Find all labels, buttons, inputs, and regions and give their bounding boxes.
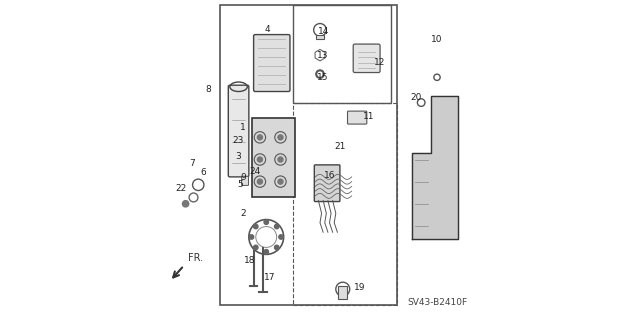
Text: 23: 23 — [232, 136, 243, 145]
FancyBboxPatch shape — [353, 44, 380, 72]
Text: 21: 21 — [334, 142, 346, 151]
Text: 24: 24 — [250, 167, 260, 176]
Text: 14: 14 — [317, 27, 329, 36]
Text: 9: 9 — [241, 173, 246, 182]
Circle shape — [253, 245, 258, 250]
Text: 22: 22 — [175, 184, 186, 193]
Circle shape — [275, 224, 279, 229]
Circle shape — [279, 235, 284, 239]
FancyBboxPatch shape — [241, 176, 248, 185]
Text: 8: 8 — [206, 85, 212, 94]
FancyBboxPatch shape — [228, 85, 249, 177]
Text: 13: 13 — [317, 51, 329, 60]
FancyBboxPatch shape — [348, 111, 367, 124]
Circle shape — [278, 135, 283, 140]
Text: 4: 4 — [265, 25, 271, 34]
Circle shape — [278, 179, 283, 184]
Text: 20: 20 — [411, 93, 422, 102]
Circle shape — [182, 201, 189, 207]
Text: 6: 6 — [200, 168, 206, 177]
Text: 19: 19 — [354, 283, 365, 292]
Circle shape — [264, 249, 268, 254]
Circle shape — [249, 235, 253, 239]
Text: SV43-B2410F: SV43-B2410F — [407, 298, 467, 307]
Text: FR.: FR. — [188, 253, 203, 263]
Text: 15: 15 — [317, 73, 329, 82]
Circle shape — [253, 224, 258, 229]
Text: 2: 2 — [241, 209, 246, 218]
FancyBboxPatch shape — [252, 118, 294, 197]
Text: 1: 1 — [239, 123, 245, 132]
Circle shape — [257, 135, 262, 140]
Circle shape — [264, 220, 268, 224]
Polygon shape — [412, 96, 458, 239]
Text: 12: 12 — [374, 58, 386, 67]
FancyBboxPatch shape — [253, 34, 290, 92]
Circle shape — [275, 245, 279, 250]
Text: 7: 7 — [189, 159, 195, 168]
Text: 17: 17 — [264, 273, 275, 282]
Circle shape — [278, 157, 283, 162]
Text: 5: 5 — [237, 180, 243, 189]
Text: 16: 16 — [324, 171, 335, 181]
FancyBboxPatch shape — [316, 34, 324, 39]
Text: 18: 18 — [244, 256, 255, 264]
Text: 3: 3 — [236, 152, 241, 161]
FancyBboxPatch shape — [339, 286, 347, 299]
FancyBboxPatch shape — [314, 165, 340, 202]
Text: 10: 10 — [431, 35, 443, 44]
Text: 11: 11 — [364, 112, 375, 121]
Circle shape — [257, 157, 262, 162]
Circle shape — [257, 179, 262, 184]
